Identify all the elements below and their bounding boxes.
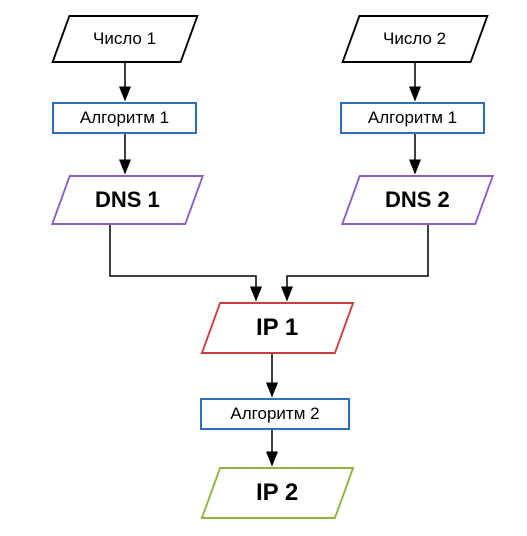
node-dns2: DNS 2 <box>341 175 494 225</box>
node-num1: Число 1 <box>51 15 198 63</box>
node-label: Алгоритм 1 <box>368 108 457 128</box>
node-algo1_left: Алгоритм 1 <box>52 102 197 134</box>
node-label: IP 1 <box>256 314 298 342</box>
node-label: Алгоритм 2 <box>230 404 319 424</box>
node-num2: Число 2 <box>341 15 488 63</box>
node-algo1_right: Алгоритм 1 <box>340 102 485 134</box>
node-label: Число 1 <box>93 29 156 49</box>
node-algo2: Алгоритм 2 <box>200 398 350 430</box>
node-label: IP 2 <box>256 479 298 507</box>
edge-dns2-ip1 <box>287 225 428 300</box>
node-ip1: IP 1 <box>201 302 355 354</box>
node-label: Число 2 <box>383 29 446 49</box>
node-dns1: DNS 1 <box>51 175 204 225</box>
node-ip2: IP 2 <box>201 467 355 519</box>
node-label: Алгоритм 1 <box>80 108 169 128</box>
node-label: DNS 2 <box>385 187 450 213</box>
flowchart-arrows <box>0 0 527 536</box>
node-label: DNS 1 <box>95 187 160 213</box>
edge-dns1-ip1 <box>110 225 256 300</box>
